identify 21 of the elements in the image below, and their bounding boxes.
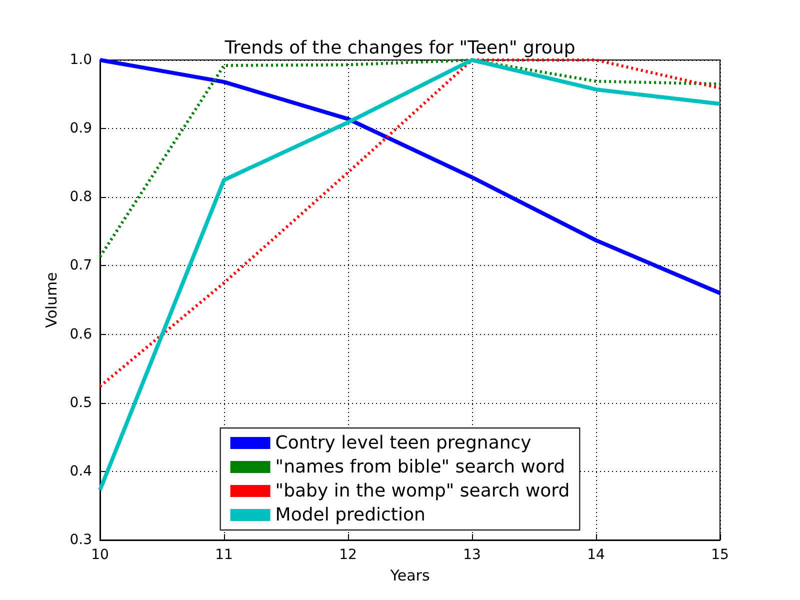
x-tick-label: 15 xyxy=(711,547,729,563)
y-tick-label: 0.9 xyxy=(70,120,92,137)
legend-label: "names from bible" search word xyxy=(275,456,566,478)
y-tick-label: 0.5 xyxy=(70,394,92,411)
legend-label: Model prediction xyxy=(275,504,426,526)
y-tick-label: 0.6 xyxy=(70,326,92,342)
x-tick-label: 13 xyxy=(463,547,481,563)
y-tick-label: 1.0 xyxy=(70,52,92,68)
x-tick-label: 10 xyxy=(91,547,109,563)
y-axis-title: Volume xyxy=(42,272,60,328)
y-tick-label: 0.4 xyxy=(70,463,92,480)
y-tick-label: 0.8 xyxy=(70,189,92,206)
x-tick-label: 11 xyxy=(215,547,233,563)
legend-label: "baby in the womp" search word xyxy=(275,480,570,502)
x-tick-label: 14 xyxy=(587,547,605,563)
x-axis-title: Years xyxy=(389,566,430,584)
y-tick-label: 0.7 xyxy=(70,258,92,274)
chart-title: Trends of the changes for "Teen" group xyxy=(224,38,576,58)
x-tick-label: 12 xyxy=(339,547,357,563)
legend-label: Contry level teen pregnancy xyxy=(275,432,532,454)
y-tick-label: 0.3 xyxy=(70,532,92,548)
